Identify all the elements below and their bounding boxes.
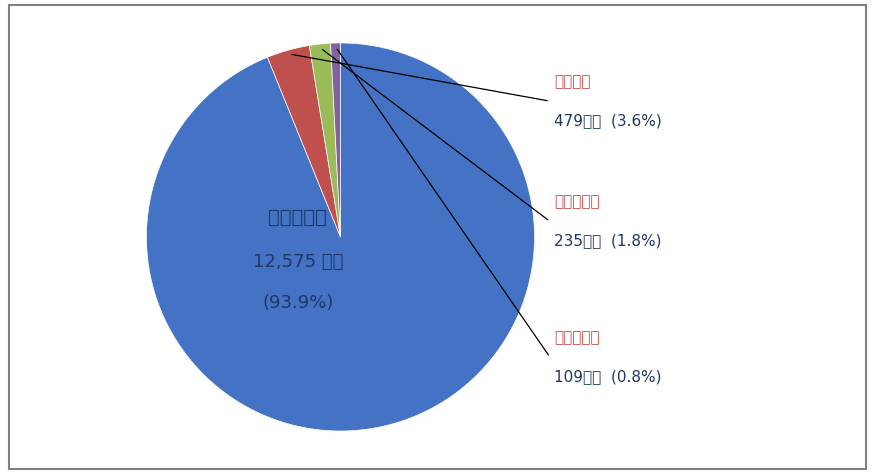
- Wedge shape: [331, 43, 340, 237]
- Text: 인프라형: 인프라형: [554, 74, 591, 89]
- Wedge shape: [310, 43, 340, 237]
- Text: 12,575 억원: 12,575 억원: [253, 253, 343, 271]
- Text: 인력배분형: 인력배분형: [554, 330, 599, 346]
- Text: 235억원  (1.8%): 235억원 (1.8%): [554, 233, 662, 248]
- Wedge shape: [268, 46, 340, 237]
- Text: 479억원  (3.6%): 479억원 (3.6%): [554, 113, 662, 128]
- Text: 인력양성형: 인력양성형: [269, 208, 327, 227]
- Text: (93.9%): (93.9%): [262, 294, 333, 312]
- Wedge shape: [146, 43, 535, 431]
- Text: 인력활용형: 인력활용형: [554, 194, 599, 210]
- Text: 109억원  (0.8%): 109억원 (0.8%): [554, 369, 662, 384]
